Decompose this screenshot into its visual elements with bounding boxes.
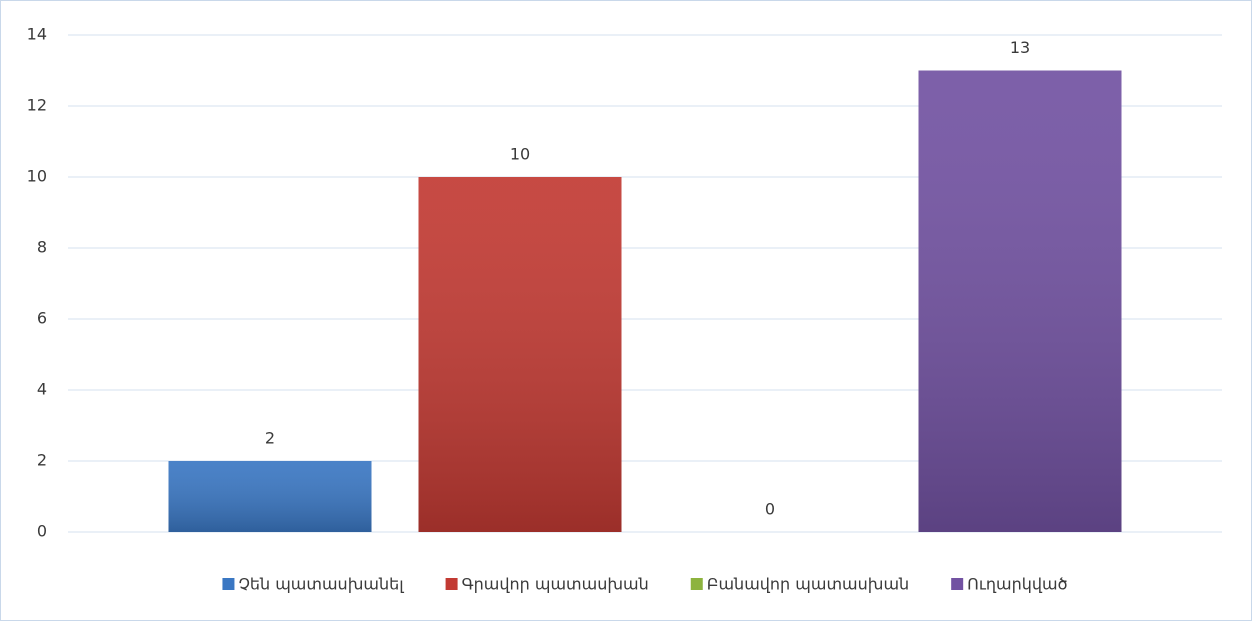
legend-swatch (951, 578, 964, 590)
y-tick-label: 8 (37, 238, 47, 257)
y-tick-label: 6 (37, 309, 47, 328)
value-label: 13 (1010, 38, 1030, 57)
legend-label: Ուղարկված (967, 575, 1067, 594)
bar (168, 461, 372, 532)
legend-swatch (222, 578, 235, 590)
legend-label: Բանավոր պատասխան (707, 575, 909, 594)
y-tick-label: 4 (37, 380, 47, 399)
y-tick-label: 12 (27, 96, 47, 115)
legend-swatch (445, 578, 458, 590)
value-label: 10 (510, 145, 530, 164)
y-tick-label: 14 (27, 25, 47, 44)
y-tick-label: 2 (37, 451, 47, 470)
legend-swatch (690, 578, 703, 590)
bar (918, 70, 1122, 532)
value-label: 2 (265, 429, 275, 448)
legend-label: Չեն պատասխանել (238, 575, 404, 594)
value-label: 0 (765, 500, 775, 519)
legend-label: Գրավոր պատասխան (462, 575, 649, 594)
y-tick-label: 10 (27, 167, 47, 186)
y-tick-label: 0 (37, 522, 47, 541)
bar (418, 177, 622, 532)
